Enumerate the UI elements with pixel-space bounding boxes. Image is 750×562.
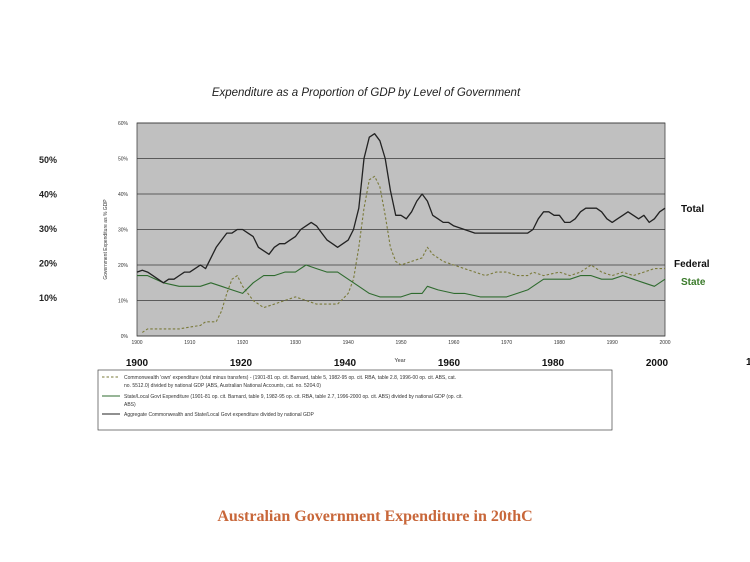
x-tick-label: 1940 — [343, 340, 354, 346]
x-tick-label: 1990 — [607, 340, 618, 346]
decade-label: 1960 — [438, 358, 461, 369]
legend-box — [97, 369, 613, 431]
y-axis-label: Government Expenditure as % GDP — [103, 199, 109, 280]
x-tick-label: 1980 — [554, 340, 565, 346]
state-series-label: State — [681, 277, 706, 288]
legend: Commonwealth 'own' expenditure (total mi… — [97, 369, 613, 431]
y-tick-label: 20% — [118, 263, 129, 269]
y-tick-labels: 0% 10% 20% 30% 40% 50% 60% — [118, 121, 129, 340]
decade-labels: 1900 1920 1940 1960 1980 2000 — [126, 358, 669, 369]
x-tick-label: 1950 — [395, 340, 406, 346]
chart-title: Expenditure as a Proportion of GDP by Le… — [212, 87, 521, 99]
chart: Expenditure as a Proportion of GDP by Le… — [39, 87, 750, 431]
x-tick-label: 1960 — [448, 340, 459, 346]
y-tick-label: 10% — [118, 299, 129, 305]
series-line-state — [137, 264, 666, 298]
right-edge-mark: 1 — [746, 357, 750, 368]
legend-entry: Aggregate Commonwealth and State/Local G… — [124, 412, 315, 418]
left-percent-label: 30% — [39, 224, 57, 234]
x-tick-labels: 1900 1910 1920 1930 1940 1950 1960 1970 1980 1990… — [131, 340, 670, 346]
series-layer — [136, 133, 666, 333]
total-series-label: Total — [681, 204, 704, 215]
left-percent-label: 20% — [39, 259, 57, 269]
x-tick-label: 2000 — [659, 340, 670, 346]
x-tick-label: 1930 — [290, 340, 301, 346]
x-tick-label: 1900 — [131, 340, 142, 346]
y-tick-label: 0% — [121, 334, 129, 340]
series-line-total — [136, 133, 666, 284]
footer-title: Australian Government Expenditure in 20t… — [217, 508, 533, 525]
x-tick-label: 1910 — [184, 340, 195, 346]
decade-label: 1940 — [334, 358, 357, 369]
left-percent-label: 10% — [39, 293, 57, 303]
y-tick-label: 50% — [118, 157, 129, 163]
left-percent-labels: 50% 40% 30% 20% 10% — [39, 155, 57, 303]
series-line-federal — [141, 175, 665, 333]
decade-label: 1920 — [230, 358, 253, 369]
y-tick-label: 60% — [118, 121, 129, 127]
x-axis-label: Year — [394, 358, 405, 364]
federal-series-label: Federal — [674, 259, 710, 270]
legend-entry: State/Local Govt Expenditure (1901-81 op… — [124, 394, 463, 408]
left-percent-label: 40% — [39, 190, 57, 200]
decade-label: 2000 — [646, 358, 669, 369]
left-percent-label: 50% — [39, 155, 57, 165]
x-tick-label: 1970 — [501, 340, 512, 346]
y-tick-label: 30% — [118, 228, 129, 234]
y-tick-label: 40% — [118, 192, 129, 198]
legend-entry: Commonwealth 'own' expenditure (total mi… — [124, 375, 456, 389]
decade-label: 1900 — [126, 358, 149, 369]
x-tick-label: 1920 — [237, 340, 248, 346]
decade-label: 1980 — [542, 358, 565, 369]
